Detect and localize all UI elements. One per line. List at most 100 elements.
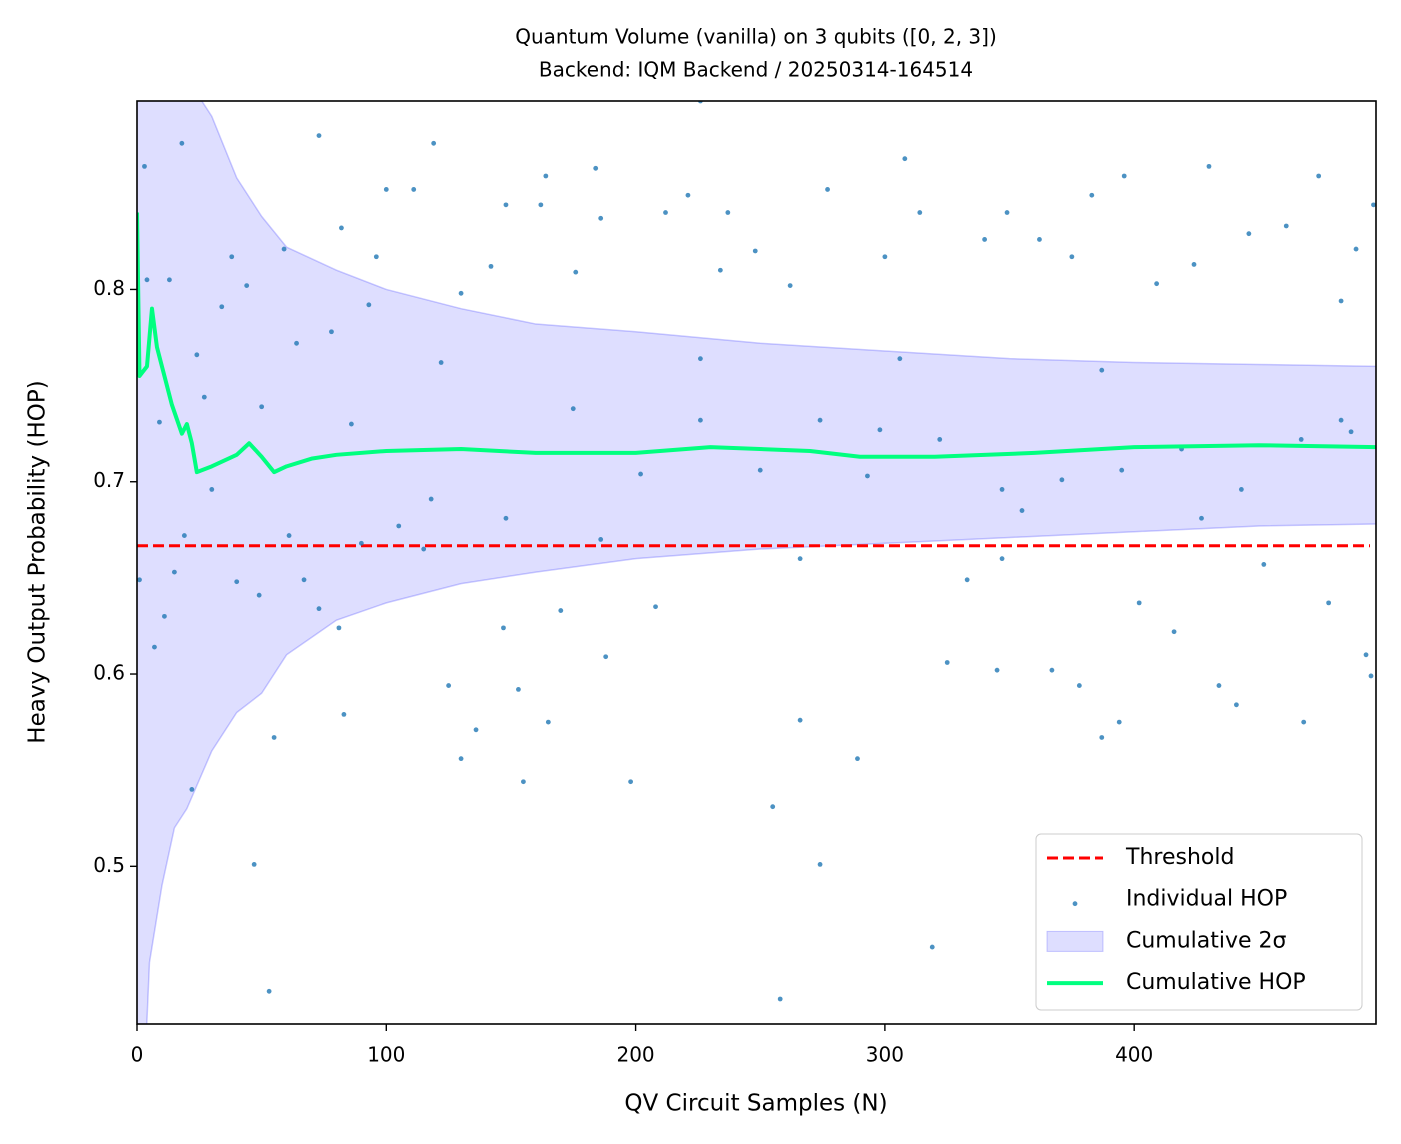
legend-handle: [1072, 901, 1078, 907]
data-point: [1049, 667, 1055, 673]
data-point: [503, 515, 509, 521]
data-point: [259, 404, 265, 410]
data-point: [1037, 237, 1042, 242]
data-point: [897, 356, 903, 362]
data-point: [301, 577, 307, 583]
data-point: [573, 269, 579, 275]
cumulative-line: [137, 212, 1376, 475]
data-point: [281, 246, 287, 252]
data-point: [558, 608, 564, 613]
y-tick-label: 0.5: [93, 853, 125, 877]
data-point: [1353, 246, 1359, 252]
data-point: [162, 613, 167, 619]
data-point: [593, 165, 599, 171]
data-point: [266, 988, 272, 994]
data-point: [1371, 202, 1376, 208]
data-point: [638, 471, 643, 477]
data-point: [348, 421, 354, 427]
data-point: [999, 556, 1005, 562]
data-point: [286, 533, 292, 538]
data-point: [167, 277, 172, 283]
data-point: [1099, 367, 1105, 373]
data-point: [770, 804, 776, 810]
data-point: [294, 340, 299, 346]
data-point: [1116, 719, 1122, 725]
data-point: [787, 283, 793, 288]
data-point: [256, 592, 262, 598]
data-point: [431, 140, 437, 146]
data-point: [994, 667, 1000, 673]
data-point: [1154, 281, 1160, 287]
data-point: [458, 290, 464, 296]
legend: Threshold Individual HOP Cumulative 2σ Cumu…: [1035, 833, 1363, 1011]
data-point: [999, 487, 1005, 492]
data-point: [698, 417, 703, 423]
data-point: [142, 163, 147, 169]
plot-area: [137, 101, 1376, 1024]
data-point: [234, 579, 240, 585]
data-point: [1246, 231, 1252, 237]
plot-frame: [136, 100, 1377, 1025]
data-point: [1089, 192, 1095, 198]
data-point: [1283, 223, 1289, 229]
data-point: [917, 210, 923, 215]
data-point: [521, 779, 526, 785]
data-point: [271, 735, 277, 740]
data-point: [752, 248, 758, 254]
data-point: [628, 779, 634, 785]
data-point: [882, 254, 888, 260]
data-point: [1368, 673, 1374, 679]
data-point: [473, 727, 479, 733]
band-fill: [137, 101, 1376, 1024]
data-point: [341, 712, 347, 717]
x-axis-label: QV Circuit Samples (N): [624, 1091, 887, 1117]
data-point: [653, 604, 658, 610]
data-point: [685, 192, 691, 198]
data-point: [1206, 163, 1212, 169]
data-point: [244, 283, 250, 288]
data-point: [229, 254, 235, 260]
legend-handle: [1046, 930, 1104, 952]
data-point: [1298, 437, 1304, 442]
data-point: [1069, 254, 1075, 260]
data-point: [1136, 600, 1142, 606]
data-point: [543, 173, 549, 179]
data-point: [663, 210, 668, 215]
data-point: [1301, 719, 1307, 725]
data-point: [538, 202, 544, 208]
data-point: [1338, 298, 1344, 304]
data-point: [373, 254, 379, 260]
data-point: [157, 419, 162, 425]
data-point: [1216, 683, 1222, 688]
data-point: [339, 225, 344, 231]
data-point: [209, 487, 215, 492]
legend-label: Threshold: [1125, 845, 1234, 870]
y-tick-label: 0.8: [93, 276, 125, 300]
data-point: [1171, 629, 1177, 635]
data-point: [201, 394, 207, 400]
data-point: [428, 496, 434, 502]
data-point: [1326, 600, 1332, 606]
data-point: [698, 356, 703, 362]
data-point: [1121, 173, 1127, 179]
data-point: [545, 719, 551, 725]
legend-label: Cumulative 2σ: [1126, 928, 1287, 953]
data-point: [877, 427, 883, 433]
data-point: [717, 267, 723, 273]
y-tick-label: 0.6: [93, 661, 125, 685]
band-edge: [200, 101, 1376, 368]
data-point: [937, 437, 943, 442]
data-point: [964, 577, 970, 583]
data-point: [144, 277, 150, 283]
data-point: [316, 606, 322, 612]
y-tick-label: 0.7: [93, 468, 125, 492]
data-point: [1238, 487, 1244, 492]
data-point: [929, 944, 935, 950]
data-point: [438, 360, 444, 365]
data-point: [598, 215, 604, 221]
x-tick-label: 0: [131, 1043, 144, 1067]
data-point: [396, 523, 402, 529]
data-point: [189, 787, 195, 792]
data-point: [1316, 173, 1322, 179]
